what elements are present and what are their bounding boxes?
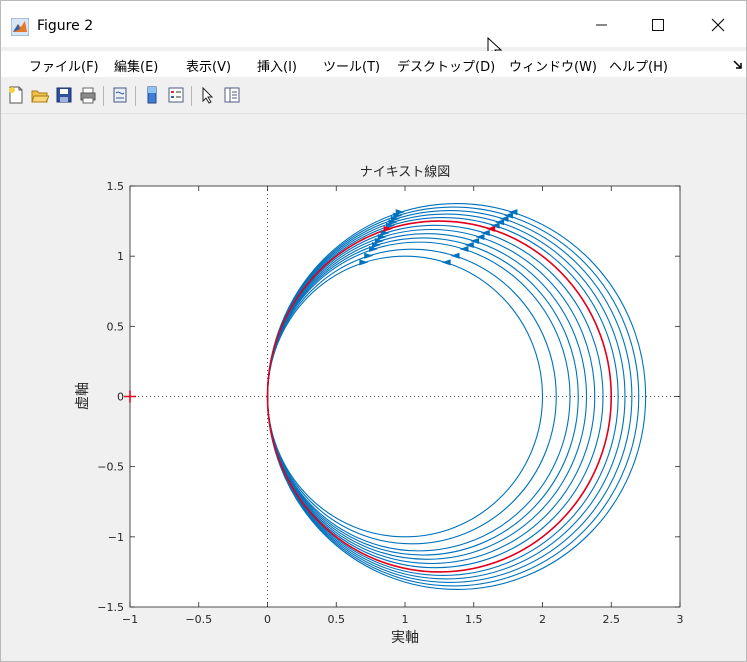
- x-tick-label: 1.5: [465, 613, 483, 626]
- property-inspector-button[interactable]: [221, 84, 243, 106]
- toolbar-separator: [191, 86, 192, 106]
- y-tick-label: 1.5: [107, 180, 125, 193]
- print-button[interactable]: [77, 84, 99, 106]
- x-tick-label: 3: [677, 613, 684, 626]
- x-tick-label: −0.5: [185, 613, 212, 626]
- direction-arrow: [464, 242, 474, 249]
- x-tick-label: 1: [402, 613, 409, 626]
- y-tick-label: −1: [108, 531, 124, 544]
- direction-arrow: [499, 215, 509, 222]
- direction-arrow: [393, 212, 403, 219]
- direction-arrow: [503, 212, 513, 219]
- toolbar-separator: [103, 86, 104, 106]
- window-title: Figure 2: [37, 18, 94, 34]
- direction-arrow: [369, 246, 379, 253]
- menu-desktop[interactable]: デスクトップ(D): [397, 60, 496, 75]
- menu-insert[interactable]: 挿入(I): [257, 60, 297, 75]
- insert-legend-button[interactable]: [165, 84, 187, 106]
- x-tick-label: 2.5: [603, 613, 621, 626]
- direction-arrow: [364, 252, 374, 259]
- x-tick-label: 2: [539, 613, 546, 626]
- x-tick-label: 0: [264, 613, 271, 626]
- edit-plot-button[interactable]: [197, 84, 219, 106]
- minimize-button[interactable]: [579, 9, 625, 41]
- menu-tools[interactable]: ツール(T): [323, 60, 381, 75]
- menu-help[interactable]: ヘルプ(H): [609, 60, 668, 75]
- direction-arrow: [475, 233, 485, 240]
- dock-arrow-icon[interactable]: [733, 60, 743, 70]
- y-tick-label: −1.5: [97, 601, 124, 614]
- edit-plot-arrow-icon: [202, 86, 214, 104]
- nominal-nyquist-curve: [266, 220, 613, 573]
- x-tick-label: −1: [122, 613, 138, 626]
- open-file-icon: [31, 90, 49, 103]
- direction-arrow: [359, 259, 369, 266]
- menu-bar: ファイル(F) 編集(E) 表示(V) 挿入(I) ツール(T) デスクトップ(…: [1, 51, 746, 77]
- minimize-icon: [596, 24, 607, 26]
- y-axis-label: 虚軸: [75, 382, 91, 410]
- menu-window[interactable]: ウィンドウ(W): [509, 60, 597, 75]
- x-axis-label: 実軸: [391, 630, 419, 646]
- direction-arrow: [386, 222, 396, 229]
- insert-colorbar-button[interactable]: [141, 84, 163, 106]
- direction-arrow: [390, 215, 400, 222]
- critical-point-plus: [124, 390, 136, 403]
- direction-arrow: [395, 209, 405, 216]
- open-file-button[interactable]: [29, 84, 51, 106]
- property-inspector-icon: [224, 87, 240, 103]
- direction-arrow: [470, 237, 480, 244]
- maximize-icon: [652, 19, 664, 31]
- toolbar: [1, 81, 746, 114]
- toolbar-separator: [135, 86, 136, 106]
- direction-arrow: [459, 246, 469, 253]
- matlab-icon: [11, 18, 29, 36]
- close-icon: [711, 18, 725, 32]
- direction-arrow: [495, 219, 505, 226]
- menu-edit[interactable]: 編集(E): [114, 60, 159, 75]
- insert-colorbar-icon: [147, 86, 157, 104]
- link-plot-icon: [113, 87, 127, 103]
- close-button[interactable]: [695, 9, 741, 41]
- direction-arrow: [388, 219, 398, 226]
- save-icon: [56, 87, 72, 103]
- x-tick-label: 0.5: [328, 613, 346, 626]
- maximize-button[interactable]: [635, 9, 681, 41]
- new-figure-icon: [9, 86, 23, 104]
- y-tick-label: 0.5: [107, 320, 125, 333]
- direction-arrow: [490, 222, 500, 229]
- print-icon: [80, 87, 96, 104]
- insert-legend-icon: [168, 87, 184, 103]
- y-tick-label: 0: [117, 391, 124, 404]
- direction-arrow: [486, 225, 496, 232]
- menu-view[interactable]: 表示(V): [186, 60, 232, 75]
- direction-arrow: [441, 259, 451, 266]
- direction-arrow: [377, 233, 387, 240]
- new-figure-button[interactable]: [5, 84, 27, 106]
- direction-arrow: [450, 252, 460, 259]
- y-tick-label: 1: [117, 250, 124, 263]
- title-bar[interactable]: Figure 2: [1, 1, 746, 59]
- direction-arrows: [359, 209, 518, 266]
- direction-arrow: [508, 209, 518, 216]
- save-button[interactable]: [53, 84, 75, 106]
- nyquist-curves: [266, 202, 647, 591]
- direction-arrow: [371, 242, 381, 249]
- direction-arrow: [480, 229, 490, 236]
- direction-arrow: [380, 229, 390, 236]
- menu-file[interactable]: ファイル(F): [29, 60, 99, 75]
- axis-ticks: −1 −0.5 0 0.5 1 1.5 2 2.5 3−1.5−1−0.500.511.5: [97, 180, 683, 626]
- direction-arrow: [374, 237, 384, 244]
- chart-title: ナイキスト線図: [360, 164, 451, 180]
- direction-arrow: [383, 225, 393, 232]
- y-tick-label: −0.5: [97, 461, 124, 474]
- link-plot-button[interactable]: [109, 84, 131, 106]
- critical-point-marker: [124, 390, 136, 403]
